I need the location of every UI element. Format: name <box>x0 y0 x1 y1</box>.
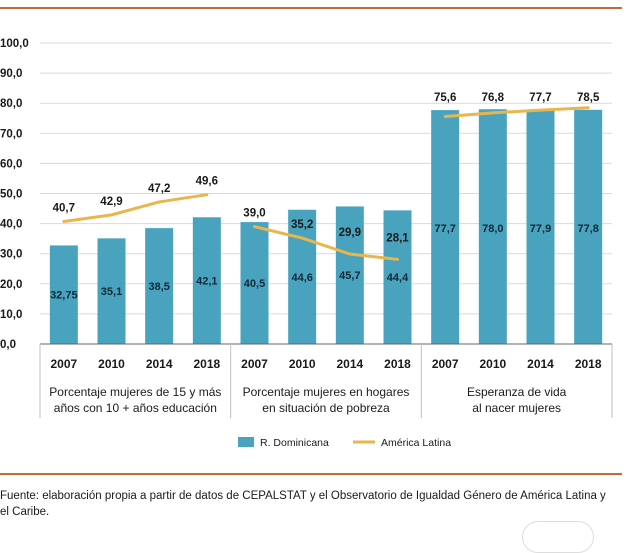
bar <box>192 217 221 344</box>
y-tick-label: 90,0 <box>0 68 22 80</box>
bar <box>431 110 460 344</box>
corner-widget[interactable] <box>522 521 594 553</box>
y-tick-label: 20,0 <box>0 279 22 291</box>
series-line-america-latina <box>62 193 209 223</box>
legend-label: R. Dominicana <box>260 437 329 449</box>
line-value-label: 49,6 <box>196 176 218 188</box>
bar-value-label: 77,9 <box>530 223 551 235</box>
x-tick-label: 2018 <box>193 357 220 371</box>
x-tick-label: 2014 <box>336 357 363 371</box>
y-tick-label: 0,0 <box>0 339 16 351</box>
bar <box>335 206 364 344</box>
line-value-label: 39,0 <box>243 208 265 220</box>
x-tick-label: 2010 <box>98 357 125 371</box>
legend-label: América Latina <box>381 437 451 449</box>
y-tick-label: 30,0 <box>0 249 22 261</box>
y-tick-label: 40,0 <box>0 219 22 231</box>
y-tick-label: 10,0 <box>0 309 22 321</box>
line-value-label: 29,9 <box>339 227 361 239</box>
x-tick-label: 2010 <box>289 357 316 371</box>
line-value-label: 28,1 <box>386 232 409 244</box>
x-tick-label: 2014 <box>146 357 173 371</box>
line-value-label: 35,2 <box>291 219 313 231</box>
line-value-label: 42,9 <box>100 196 122 208</box>
bar-value-label: 32,75 <box>50 290 78 302</box>
bar <box>97 238 126 344</box>
bar-value-label: 44,6 <box>291 272 312 284</box>
line-value-label: 40,7 <box>53 202 75 214</box>
bar-value-label: 77,7 <box>434 223 455 235</box>
legend-swatch-r-dominicana <box>238 437 254 447</box>
chart: 0,0 10,0 20,0 30,0 40,0 50,0 60,0 70,0 80,0 90,0 1… <box>0 38 613 449</box>
y-tick-label: 100,0 <box>0 38 29 50</box>
y-tick-label: 50,0 <box>0 189 22 201</box>
group-label: años con 10 + años educación <box>54 401 217 415</box>
bar <box>574 109 603 345</box>
y-tick-label: 70,0 <box>0 128 22 140</box>
x-tick-label: 2007 <box>241 357 268 371</box>
bottom-rule <box>0 473 622 475</box>
bar-value-label: 45,7 <box>339 270 360 282</box>
x-tick-label: 2010 <box>479 357 506 371</box>
bar <box>478 109 507 344</box>
x-tick-label: 2007 <box>432 357 459 371</box>
series-line-america-latina <box>253 225 399 261</box>
y-tick-label: 60,0 <box>0 158 22 170</box>
line-value-label: 78,5 <box>577 92 600 104</box>
y-tick-label: 80,0 <box>0 98 22 110</box>
group-label: Esperanza de vida <box>467 385 567 399</box>
bar <box>240 222 269 344</box>
bar-value-label: 77,8 <box>577 223 598 235</box>
x-tick-label: 2018 <box>384 357 411 371</box>
group-label: Porcentaje mujeres de 15 y más <box>49 385 221 399</box>
group-label: en situación de pobreza <box>262 401 390 415</box>
bar-value-label: 38,5 <box>148 281 169 293</box>
top-rule <box>0 7 622 9</box>
bar-value-label: 44,4 <box>387 272 409 284</box>
bar-value-label: 35,1 <box>101 286 122 298</box>
bar-value-label: 42,1 <box>196 276 217 288</box>
group-label: Porcentaje mujeres en hogares <box>243 385 410 399</box>
bar <box>383 210 412 344</box>
bar <box>49 245 78 344</box>
x-tick-label: 2018 <box>575 357 602 371</box>
bar <box>288 209 317 344</box>
line-value-label: 75,6 <box>434 92 456 104</box>
bar-value-label: 40,5 <box>244 278 265 290</box>
group-label: al nacer mujeres <box>472 401 561 415</box>
bar <box>526 109 555 344</box>
line-value-label: 76,8 <box>482 92 505 104</box>
source-note: Fuente: elaboración propia a partir de d… <box>0 490 606 518</box>
bar <box>145 228 174 344</box>
line-value-label: 47,2 <box>148 183 170 195</box>
line-value-label: 77,7 <box>529 92 551 104</box>
bar-value-label: 78,0 <box>482 223 503 235</box>
x-tick-label: 2007 <box>50 357 77 371</box>
series-line-america-latina <box>443 106 590 118</box>
x-tick-label: 2014 <box>527 357 554 371</box>
